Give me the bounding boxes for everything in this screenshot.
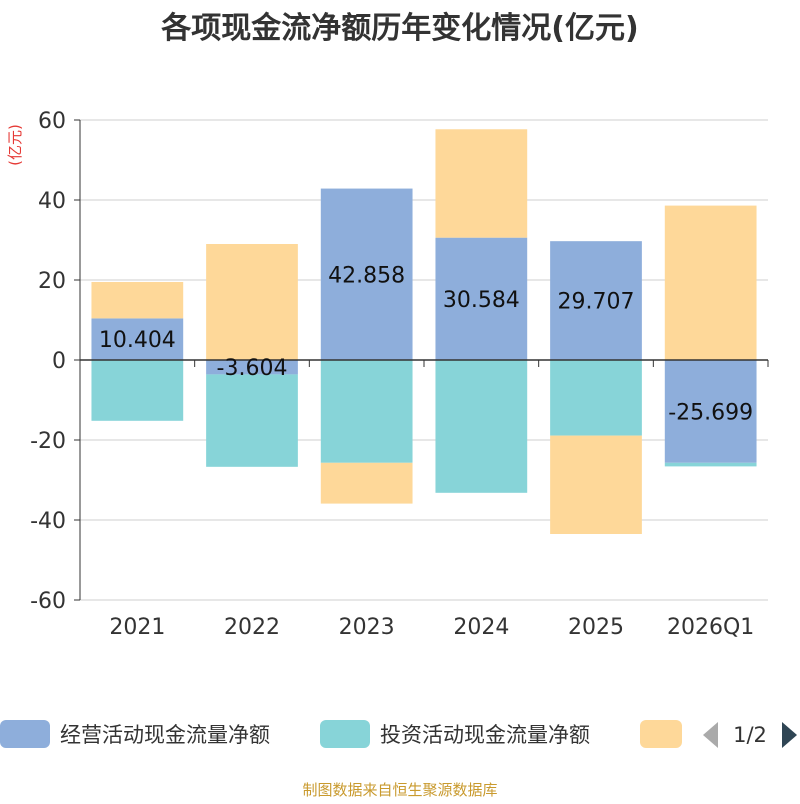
bar-investing-2023[interactable] <box>320 360 413 463</box>
bar-financing-2025[interactable] <box>550 435 642 534</box>
data-label: 29.707 <box>558 290 635 315</box>
y-axis-label: (亿元) <box>6 124 24 166</box>
legend-swatch-investing <box>320 720 370 748</box>
legend-label-investing: 投资活动现金流量净额 <box>380 723 590 747</box>
bar-financing-2026Q1[interactable] <box>664 205 757 360</box>
data-label: -25.699 <box>668 400 753 425</box>
legend-item-investing[interactable]: 投资活动现金流量净额 <box>320 720 590 748</box>
y-tick-label: -40 <box>30 509 66 534</box>
legend-swatch-operating <box>0 720 50 748</box>
bar-financing-2023[interactable] <box>320 462 413 504</box>
legend-next-page-icon[interactable] <box>782 722 797 748</box>
legend-page-indicator: 1/2 <box>733 723 767 747</box>
y-tick-label: -20 <box>30 429 66 454</box>
bar-investing-2024[interactable] <box>435 360 528 493</box>
data-label: 10.404 <box>99 328 176 353</box>
x-tick-label: 2026Q1 <box>667 615 754 640</box>
bar-investing-2021[interactable] <box>91 360 184 421</box>
chart-title: 各项现金流净额历年变化情况(亿元) <box>160 11 638 46</box>
x-tick-label: 2021 <box>109 615 165 640</box>
bar-investing-2022[interactable] <box>206 374 298 467</box>
legend: 经营活动现金流量净额 投资活动现金流量净额 1/2 <box>0 720 797 748</box>
legend-prev-page-icon[interactable] <box>703 722 718 748</box>
bar-financing-2021[interactable] <box>91 281 184 319</box>
data-labels-layer: 10.404 -3.604 42.858 30.584 29.707 -25.699 <box>99 263 753 425</box>
x-tick-label: 2024 <box>453 615 509 640</box>
bar-operating-2023[interactable] <box>320 188 413 360</box>
source-note: 制图数据来自恒生聚源数据库 <box>302 781 497 799</box>
legend-swatch-financing <box>640 720 682 748</box>
y-tick-label: 0 <box>52 349 66 374</box>
bar-operating-2024[interactable] <box>435 237 528 360</box>
data-label: 42.858 <box>328 263 405 288</box>
y-tick-label: 20 <box>38 269 66 294</box>
grid-layer <box>80 119 768 601</box>
bar-operating-2025[interactable] <box>550 241 642 360</box>
bar-investing-2025[interactable] <box>550 360 642 436</box>
legend-label-operating: 经营活动现金流量净额 <box>60 723 270 747</box>
y-tick-label: -60 <box>30 589 66 614</box>
data-label: -3.604 <box>217 356 288 381</box>
data-label: 30.584 <box>443 288 520 313</box>
bar-investing-2026Q1[interactable] <box>664 462 757 467</box>
legend-item-financing[interactable] <box>640 720 682 748</box>
y-tick-label: 60 <box>38 109 66 134</box>
y-tick-label: 40 <box>38 189 66 214</box>
bar-operating-2026Q1[interactable] <box>664 360 757 463</box>
axis-layer: 60 40 20 0 -20 -40 -60 2021 2022 2023 2024 2025 2026… <box>30 109 769 640</box>
bar-operating-2022[interactable] <box>206 360 298 375</box>
x-tick-label: 2023 <box>339 615 395 640</box>
bars-layer <box>91 129 757 534</box>
x-tick-label: 2025 <box>568 615 624 640</box>
bar-financing-2022[interactable] <box>206 244 298 360</box>
bar-operating-2021[interactable] <box>91 318 184 360</box>
bar-financing-2024[interactable] <box>435 129 528 238</box>
legend-item-operating[interactable]: 经营活动现金流量净额 <box>0 720 270 748</box>
x-tick-label: 2022 <box>224 615 280 640</box>
